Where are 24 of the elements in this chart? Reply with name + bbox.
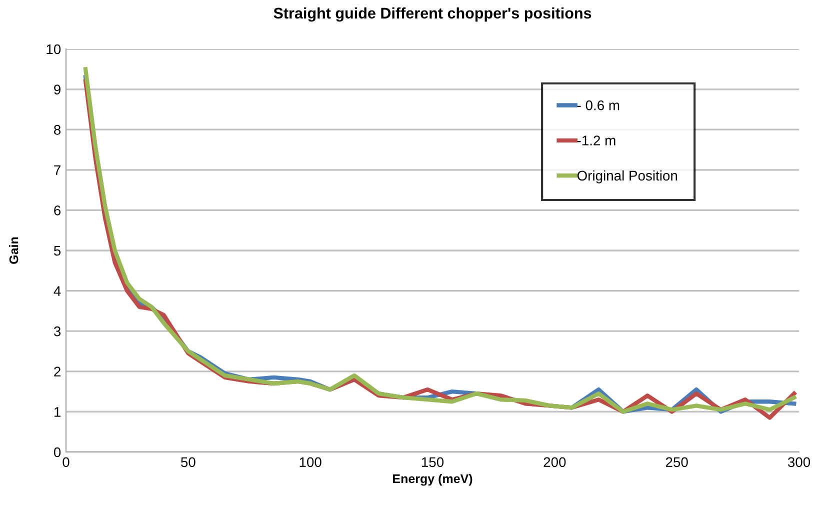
legend-label: - 0.6 m bbox=[577, 100, 620, 110]
x-tick-label: 50 bbox=[181, 457, 196, 468]
x-tick-label: 200 bbox=[544, 457, 566, 468]
y-tick-label: 3 bbox=[54, 326, 61, 336]
x-tick-label: 150 bbox=[422, 457, 444, 468]
y-tick-label: 2 bbox=[54, 366, 60, 376]
y-tick-label: 5 bbox=[54, 246, 61, 256]
legend-label: -1.2 m bbox=[577, 136, 616, 146]
x-tick-label: 300 bbox=[788, 457, 810, 468]
y-tick-label: 8 bbox=[54, 124, 61, 135]
y-tick-label: 10 bbox=[46, 44, 61, 54]
chart-title: Straight guide Different chopper's positions bbox=[274, 7, 592, 22]
x-tick-label: 100 bbox=[300, 457, 322, 468]
y-axis-title: Gain bbox=[9, 237, 18, 264]
y-tick-label: 7 bbox=[54, 165, 60, 175]
y-tick-label: 4 bbox=[54, 286, 61, 296]
x-tick-label: 0 bbox=[62, 457, 70, 468]
legend-label: Original Position bbox=[577, 170, 678, 184]
y-tick-label: 6 bbox=[54, 206, 61, 216]
x-axis-title: Energy (meV) bbox=[393, 474, 472, 486]
y-tick-label: 9 bbox=[54, 84, 60, 94]
x-tick-label: 250 bbox=[666, 457, 688, 468]
y-tick-label: 0 bbox=[54, 447, 61, 458]
y-tick-label: 1 bbox=[54, 407, 60, 417]
